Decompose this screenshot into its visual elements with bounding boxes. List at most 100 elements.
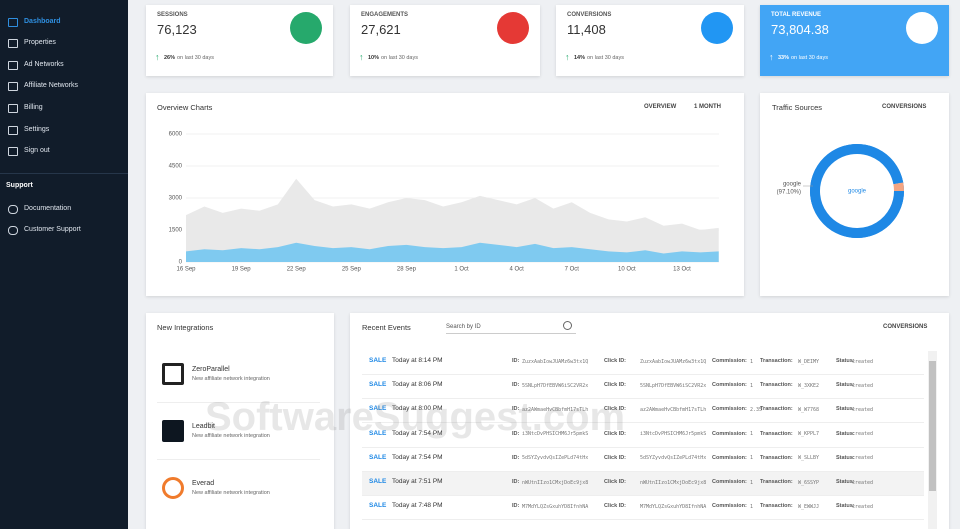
nav-icon[interactable] [8,39,18,48]
divider [157,459,320,460]
event-time: Today at 8:06 PM [392,381,443,389]
stat-icon [497,12,529,44]
field-value: created [852,431,874,438]
integration-name: Leadbit [192,423,215,430]
field-value: 2.35 [750,406,763,413]
stat-note: on last 30 days [791,55,828,61]
card-title: Overview Charts [157,103,213,112]
stat-label: CONVERSIONS [567,12,612,18]
nav-item[interactable]: Properties [24,39,56,46]
field-label: Status: [836,406,855,413]
donut-slice [893,182,904,192]
field-label: Commission: [712,454,747,461]
search-input[interactable]: Search by ID [446,321,576,334]
field-label: Click ID: [604,454,627,461]
field-label: Status: [836,382,855,389]
menu[interactable]: CONVERSIONS [882,104,927,110]
field-label: Transaction: [760,382,793,389]
field-value: az2AWmaeHvCBbfmH17sTLh [640,406,707,413]
watermark: SoftwareSuggest.com [205,395,626,439]
nav-item[interactable]: Ad Networks [24,61,64,68]
field-value: W_DEIMY [798,358,820,365]
integration-name: ZeroParallel [192,366,230,373]
field-label: Status: [836,358,855,364]
stat-note: on last 30 days [587,55,624,61]
event-row[interactable]: SALE Today at 7:54 PM ID: 5dSYZyvdvQsIZePLd… [362,448,924,472]
field-label: Commission: [712,430,747,437]
field-label: Click ID: [604,430,627,437]
field-label: Transaction: [760,454,793,461]
nav-item[interactable]: Settings [24,126,50,133]
field-label: ID: [512,479,520,485]
nav-icon[interactable] [8,226,18,235]
field-value: created [852,479,874,486]
y-tick-label: 0 [179,260,183,266]
stat-value: 27,621 [361,22,401,37]
field-label: Status: [836,503,855,510]
field-value: W_KPPL7 [798,431,820,438]
nav-icon[interactable] [8,18,18,27]
section-title: Support [6,182,33,189]
field-value: nWUtnIIzo1CMxjDoEc9jx8 [522,479,589,486]
nav-item[interactable]: Affiliate Networks [24,82,78,89]
nav-icon[interactable] [8,205,18,214]
search-icon[interactable] [563,321,572,330]
stat-icon [290,12,322,44]
integration-name: Everad [192,480,215,487]
menu[interactable]: 1 MONTH [694,104,721,110]
stat-change: 14% [574,55,586,61]
sidebar-divider [0,173,128,174]
field-label: Click ID: [604,406,627,413]
stat-icon [906,12,938,44]
nav-icon[interactable] [8,147,18,156]
center-label: google [848,189,867,195]
event-row[interactable]: SALE Today at 7:51 PM ID: nWUtnIIzo1CMxjDoE… [362,472,924,496]
event-row[interactable]: SALE Today at 7:48 PM ID: M7MdYLQZsGxuhYD8I… [362,496,924,521]
field-value: az2AWmaeHvCBbfmH17sTLh [522,406,589,413]
nav-icon[interactable] [8,82,18,91]
x-tick-label: 4 Oct [509,267,524,273]
donut-chart: google google (97.10%) [777,144,904,238]
y-tick-label: 4500 [169,164,183,170]
event-type: SALE [369,405,387,413]
nav-item[interactable]: Billing [24,104,43,111]
x-tick-label: 16 Sep [176,267,196,273]
field-value: 5SNLpH7DfEBVW6iSC2VR2x [522,382,589,389]
field-label: Transaction: [760,430,793,437]
y-tick-label: 6000 [169,132,183,138]
event-row[interactable]: SALE Today at 8:14 PM ID: ZuzxAabIowJUAMz6w… [362,351,924,375]
event-time: Today at 8:00 PM [392,405,443,413]
field-label: Status: [836,430,855,437]
field-label: Transaction: [760,503,793,510]
field-value: 1 [750,479,754,486]
event-row[interactable]: SALE Today at 7:54 PM ID: i3NtcDvPHSICHM6Jr… [362,424,924,448]
field-value: 5dSYZyvdvQsIZePLd74tHx [522,455,589,462]
trend-arrow: ↑ [359,52,364,62]
x-tick-label: 28 Sep [397,267,417,273]
field-value: ZuzxAabIowJUAMz6w3tx1Q [522,358,589,365]
nav-icon[interactable] [8,104,18,113]
menu[interactable]: OVERVIEW [644,104,677,110]
nav-icon[interactable] [8,126,18,135]
trend-arrow: ↑ [155,52,160,62]
event-type: SALE [369,357,387,364]
event-row[interactable]: SALE Today at 8:00 PM ID: az2AWmaeHvCBbfmH1… [362,399,924,424]
menu[interactable]: CONVERSIONS [883,324,928,330]
field-value: ZuzxAabIowJUAMz6w3tx1Q [640,358,707,365]
event-type: SALE [369,502,387,510]
nav-icon[interactable] [8,61,18,70]
scroll-thumb[interactable] [929,361,936,491]
nav-item[interactable]: Customer Support [24,226,81,233]
nav-item[interactable]: Dashboard [24,18,61,25]
field-label: ID: [512,503,520,510]
event-row[interactable]: SALE Today at 8:06 PM ID: 5SNLpH7DfEBVW6iSC… [362,375,924,400]
x-tick-label: 25 Sep [342,267,362,273]
integration-desc: New affiliate network integration [192,490,270,496]
event-time: Today at 7:51 PM [392,478,443,485]
field-value: created [852,382,874,389]
trend-arrow: ↑ [565,52,570,62]
field-value: W_EWWJJ [798,503,820,510]
nav-item[interactable]: Sign out [24,147,50,154]
integration-logo [162,477,184,499]
nav-item[interactable]: Documentation [24,205,72,212]
